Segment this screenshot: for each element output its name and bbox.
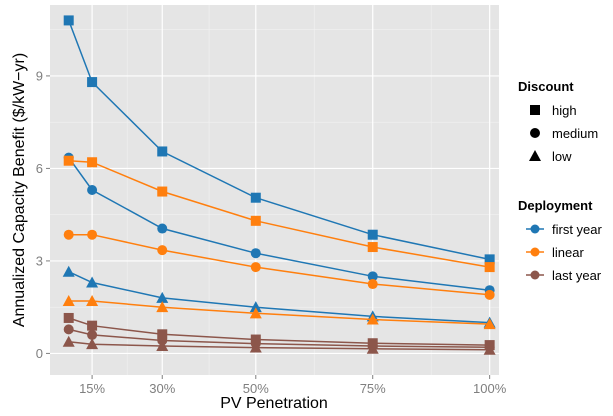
data-point-circle: [63, 229, 74, 240]
data-point-triangle: [86, 338, 99, 350]
y-axis-title: Annualized Capacity Benefit ($/kW−yr): [11, 53, 28, 327]
y-tick-label: 9: [36, 68, 43, 83]
data-point-triangle: [249, 341, 262, 353]
data-point-circle: [157, 245, 168, 256]
x-axis-title: PV Penetration: [220, 395, 328, 412]
y-axis: 0 3 6 9: [36, 68, 50, 361]
legend-square-icon: [530, 105, 540, 115]
data-point-circle: [157, 223, 168, 234]
data-point-square: [367, 229, 378, 240]
data-point-triangle: [366, 342, 379, 354]
legend-label-last-year: last year: [552, 268, 602, 283]
legend-item-low: low: [529, 149, 572, 164]
legend-label-medium: medium: [552, 126, 598, 141]
x-tick-label: 15%: [79, 381, 105, 396]
data-point-circle: [87, 329, 98, 340]
data-point-circle: [367, 271, 378, 282]
data-point-square: [157, 146, 168, 157]
y-tick-label: 6: [36, 161, 43, 176]
data-point-triangle: [86, 276, 99, 288]
data-point-square: [63, 155, 74, 166]
series-linear-medium: [63, 229, 495, 300]
legend-item-medium: medium: [530, 126, 598, 141]
data-point-square: [250, 215, 261, 226]
x-tick-label: 75%: [360, 381, 386, 396]
legend: Discount high medium low Deployment firs…: [518, 79, 603, 283]
data-point-triangle: [483, 318, 496, 330]
legend-title-discount: Discount: [518, 79, 574, 94]
legend-marker-last-year: [530, 270, 540, 280]
data-point-circle: [367, 279, 378, 290]
legend-label-linear: linear: [552, 245, 584, 260]
data-point-square: [87, 77, 98, 88]
series-last-year-low: [62, 335, 496, 355]
data-point-square: [63, 15, 74, 26]
data-point-triangle: [483, 343, 496, 355]
data-point-triangle: [249, 307, 262, 319]
legend-label-low: low: [552, 149, 572, 164]
plot-background: [50, 5, 499, 375]
legend-item-high: high: [530, 103, 577, 118]
legend-triangle-icon: [529, 150, 541, 161]
data-point-square: [157, 186, 168, 197]
data-point-circle: [250, 262, 261, 273]
data-point-triangle: [62, 265, 75, 277]
data-point-triangle: [156, 291, 169, 303]
data-point-circle: [63, 324, 74, 335]
data-point-square: [484, 262, 495, 273]
data-point-circle: [484, 289, 495, 300]
data-point-square: [484, 254, 495, 265]
data-point-square: [87, 320, 98, 331]
legend-marker-first-year: [530, 224, 540, 234]
series-layer: [62, 15, 496, 355]
series-first-year-high: [63, 15, 495, 265]
data-point-square: [63, 312, 74, 323]
y-tick-label: 3: [36, 253, 43, 268]
data-point-square: [157, 329, 168, 340]
data-point-triangle: [62, 335, 75, 347]
data-point-triangle: [62, 295, 75, 306]
x-tick-label: 50%: [243, 381, 269, 396]
data-point-square: [250, 192, 261, 203]
x-tick-label: 100%: [473, 381, 507, 396]
x-axis: 15% 30% 50% 75% 100%: [79, 375, 507, 396]
series-line-linear-low: [68, 300, 490, 325]
series-line-first-year-medium: [68, 157, 490, 291]
data-point-triangle: [156, 340, 169, 352]
legend-label-first-year: first year: [552, 222, 603, 237]
data-point-circle: [87, 185, 98, 195]
y-tick-label: 0: [36, 346, 43, 361]
legend-label-high: high: [552, 103, 577, 118]
series-line-first-year-high: [67, 20, 490, 261]
data-point-circle: [87, 229, 98, 240]
legend-circle-icon: [530, 128, 540, 138]
data-point-triangle: [86, 295, 99, 306]
data-point-square: [367, 242, 378, 253]
data-point-triangle: [366, 313, 379, 325]
series-line-last-year-low: [68, 340, 490, 351]
series-line-first-year-low: [68, 271, 490, 324]
legend-item-linear: linear: [526, 245, 584, 260]
legend-item-last-year: last year: [526, 268, 602, 283]
data-point-triangle: [249, 301, 262, 313]
data-point-square: [87, 157, 98, 168]
legend-item-first-year: first year: [526, 222, 603, 237]
data-point-triangle: [156, 301, 169, 313]
data-point-circle: [250, 248, 261, 259]
series-linear-high: [63, 155, 495, 273]
x-tick-label: 30%: [149, 381, 175, 396]
legend-title-deployment: Deployment: [518, 198, 593, 213]
series-linear-low: [62, 295, 496, 330]
legend-marker-linear: [530, 247, 540, 257]
